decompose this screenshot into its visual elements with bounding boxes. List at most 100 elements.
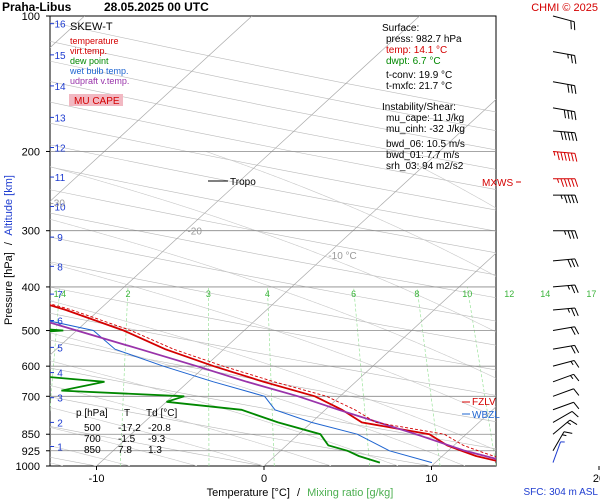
isotherm bbox=[50, 16, 253, 202]
table-cell: -20.8 bbox=[148, 423, 171, 434]
wind-barb bbox=[552, 388, 580, 397]
shear-info-line: bwd_01: 7.7 m/s bbox=[386, 150, 459, 161]
mixing-ratio-line bbox=[267, 286, 275, 466]
mixing-ratio-label: 12 bbox=[504, 289, 514, 299]
dry-adiabat bbox=[50, 312, 496, 396]
y-axis-label: Pressure [hPa] / Altitude [km] bbox=[3, 175, 15, 325]
altitude-tick-label: 13 bbox=[54, 113, 66, 124]
series-udpraft-v-temp bbox=[50, 321, 496, 460]
table-header: Td [°C] bbox=[146, 408, 177, 419]
altitude-tick-label: 15 bbox=[54, 51, 66, 62]
pressure-tick-label: 1000 bbox=[16, 461, 40, 473]
dry-adiabat bbox=[50, 286, 496, 371]
table-cell: -1.5 bbox=[118, 434, 136, 445]
mu-cape-label: MU CAPE bbox=[74, 96, 120, 107]
wind-barb bbox=[552, 51, 577, 64]
pressure-tick-label: 300 bbox=[22, 226, 40, 238]
wind-barb bbox=[553, 230, 579, 239]
isotherm-label: -10 °C bbox=[328, 251, 356, 262]
series-temperature bbox=[50, 304, 496, 462]
wind-barb bbox=[552, 15, 576, 31]
dry-adiabat bbox=[50, 122, 496, 211]
moist-adiabat bbox=[50, 166, 496, 333]
mixing-ratio-line bbox=[416, 286, 441, 466]
moist-adiabat bbox=[50, 427, 198, 466]
wind-barb bbox=[552, 344, 580, 354]
altitude-tick-label: 1 bbox=[57, 442, 63, 453]
tropo-label: Tropo bbox=[230, 177, 256, 188]
altitude-tick-label: 7 bbox=[57, 290, 63, 301]
table-cell: 1.3 bbox=[148, 445, 162, 456]
mixing-ratio-label: 3 bbox=[206, 289, 211, 299]
wind-barb bbox=[552, 326, 580, 335]
instability-info-line: mu_cape: 11 J/kg bbox=[386, 113, 464, 124]
mixing-ratio-line bbox=[591, 287, 600, 466]
isotherm bbox=[431, 406, 496, 466]
altitude-tick-label: 10 bbox=[54, 202, 66, 213]
wind-barb bbox=[552, 431, 573, 452]
moist-adiabat bbox=[50, 407, 265, 466]
dry-adiabat bbox=[50, 189, 496, 276]
mixing-ratio-line bbox=[208, 286, 210, 466]
legend-entry: wet bulb temp. bbox=[69, 66, 129, 76]
x-axis-label-temp: Temperature [°C] bbox=[207, 487, 290, 499]
dry-adiabat bbox=[50, 144, 496, 232]
pressure-tick-label: 200 bbox=[22, 146, 40, 158]
altitude-tick-label: 16 bbox=[54, 20, 66, 31]
surface-info-line: t-conv: 19.9 °C bbox=[386, 70, 452, 81]
mixing-ratio-label: 17 bbox=[586, 289, 596, 299]
moist-adiabat bbox=[50, 332, 466, 466]
mixing-ratio-label: 1.4 bbox=[54, 289, 67, 299]
wind-barb bbox=[552, 410, 579, 423]
wind-barb bbox=[553, 194, 579, 204]
isotherm bbox=[263, 252, 496, 466]
isotherm bbox=[50, 16, 420, 356]
altitude-tick-label: 3 bbox=[57, 394, 63, 405]
pressure-tick-label: 700 bbox=[22, 391, 40, 403]
y-axis-label-sep: / bbox=[3, 241, 15, 245]
table-header: T bbox=[124, 408, 130, 419]
legend-entry: dew point bbox=[70, 56, 109, 66]
sfc-label: SFC: 304 m ASL bbox=[524, 487, 599, 498]
surface-info-line: Surface: bbox=[382, 23, 419, 34]
altitude-tick-label: 5 bbox=[57, 343, 63, 354]
temperature-tick-label: 20 bbox=[593, 473, 600, 485]
wind-barb bbox=[552, 150, 578, 162]
wind-barb bbox=[553, 178, 579, 187]
table-cell: 7.8 bbox=[118, 445, 132, 456]
mixing-ratio-label: 8 bbox=[414, 289, 419, 299]
surface-info-line: t-mxfc: 21.7 °C bbox=[386, 81, 452, 92]
wind-barb bbox=[552, 419, 578, 435]
altitude-tick-label: 4 bbox=[57, 369, 63, 380]
wind-barb bbox=[552, 401, 580, 411]
surface-info-line: dwpt: 6.7 °C bbox=[386, 56, 441, 67]
altitude-tick-label: 9 bbox=[57, 233, 63, 244]
legend-entry: virt.temp. bbox=[70, 46, 107, 56]
mixing-ratio-label: 14 bbox=[540, 289, 550, 299]
surface-info-line: temp: 14.1 °C bbox=[386, 45, 447, 56]
altitude-tick-label: 11 bbox=[55, 173, 66, 184]
isotherm-label: -20 bbox=[187, 227, 202, 238]
y-axis-label-altitude: Altitude [km] bbox=[3, 175, 15, 236]
wind-barb bbox=[552, 81, 577, 94]
mixing-ratio-line bbox=[509, 287, 543, 466]
isotherm bbox=[96, 99, 496, 466]
wind-barb bbox=[552, 359, 580, 368]
legend-entry: udpraft v.temp. bbox=[70, 76, 129, 86]
instability-info-line: mu_cinh: -32 J/kg bbox=[386, 124, 465, 135]
dry-adiabat bbox=[50, 339, 496, 422]
pressure-tick-label: 925 bbox=[22, 446, 40, 458]
mixing-ratio-label: 4 bbox=[265, 289, 270, 299]
surface-info-line: press: 982.7 hPa bbox=[386, 34, 462, 45]
pressure-tick-label: 400 bbox=[22, 282, 40, 294]
series-virt-temp bbox=[50, 303, 496, 458]
dry-adiabat bbox=[50, 166, 496, 254]
mixing-ratio-label: 2 bbox=[125, 289, 130, 299]
altitude-tick-label: 12 bbox=[54, 144, 66, 155]
moist-adiabat bbox=[205, 151, 496, 277]
x-axis-label-sep: / bbox=[297, 487, 301, 499]
wbzl-label: WBZL bbox=[472, 410, 500, 421]
shear-info-line: srh_03: 94 m2/s2 bbox=[386, 161, 464, 172]
mxws-label: MXWS bbox=[482, 178, 513, 189]
